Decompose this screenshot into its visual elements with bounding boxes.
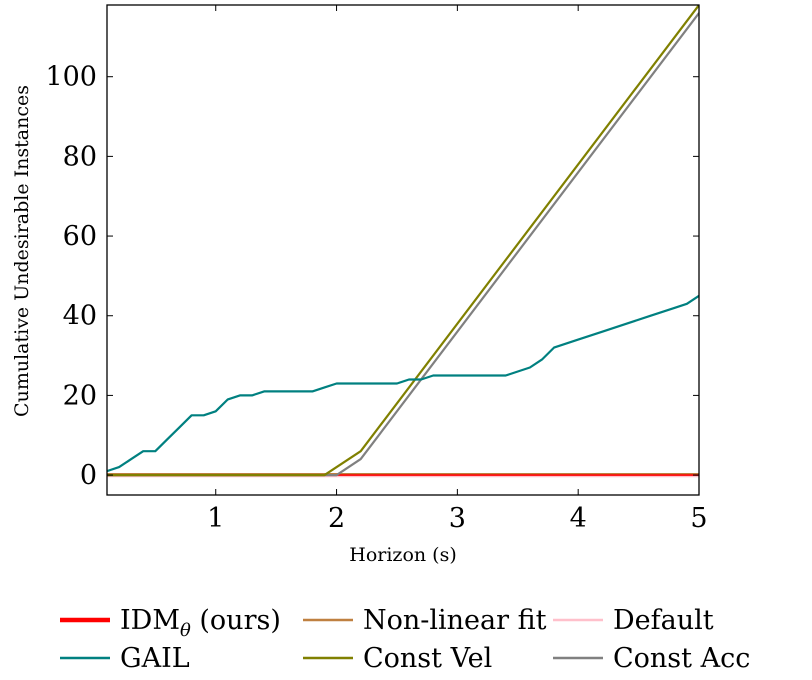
- legend-label-const-vel: Const Vel: [363, 643, 492, 674]
- legend-label-idm-ours: IDMθ (ours): [120, 605, 281, 641]
- x-tick-label: 4: [570, 503, 587, 534]
- legend-label-const-acc: Const Acc: [613, 643, 750, 674]
- legend-label-default: Default: [613, 605, 714, 636]
- x-tick-label: 5: [690, 503, 707, 534]
- tick-layer: 1 2 3 4 5 0 20 40 60 80 100: [45, 5, 708, 534]
- series-line-const-vel: [107, 5, 699, 477]
- y-tick-label: 80: [63, 141, 97, 172]
- legend-label-non-linear-fit: Non-linear fit: [363, 605, 547, 636]
- plot-frame: [106, 4, 700, 496]
- y-tick-label: 0: [80, 460, 97, 491]
- series-line-gail: [107, 294, 699, 473]
- y-tick-label: 60: [63, 221, 97, 252]
- y-tick-label: 100: [45, 62, 97, 93]
- legend: IDMθ (ours)GAIL Non-linear fit Const Vel De…: [60, 605, 750, 674]
- x-tick-label: 2: [328, 503, 345, 534]
- y-axis-title: Cumulative Undesirable Instances: [11, 85, 33, 417]
- y-tick-label: 20: [63, 380, 97, 411]
- legend-label-gail: GAIL: [120, 643, 190, 674]
- series-layer: [107, 5, 699, 478]
- x-tick-label: 3: [449, 503, 466, 534]
- series-line-const-acc: [107, 12, 699, 477]
- x-axis-title: Horizon (s): [349, 544, 456, 566]
- x-tick-label: 1: [207, 503, 224, 534]
- y-tick-label: 40: [63, 301, 97, 332]
